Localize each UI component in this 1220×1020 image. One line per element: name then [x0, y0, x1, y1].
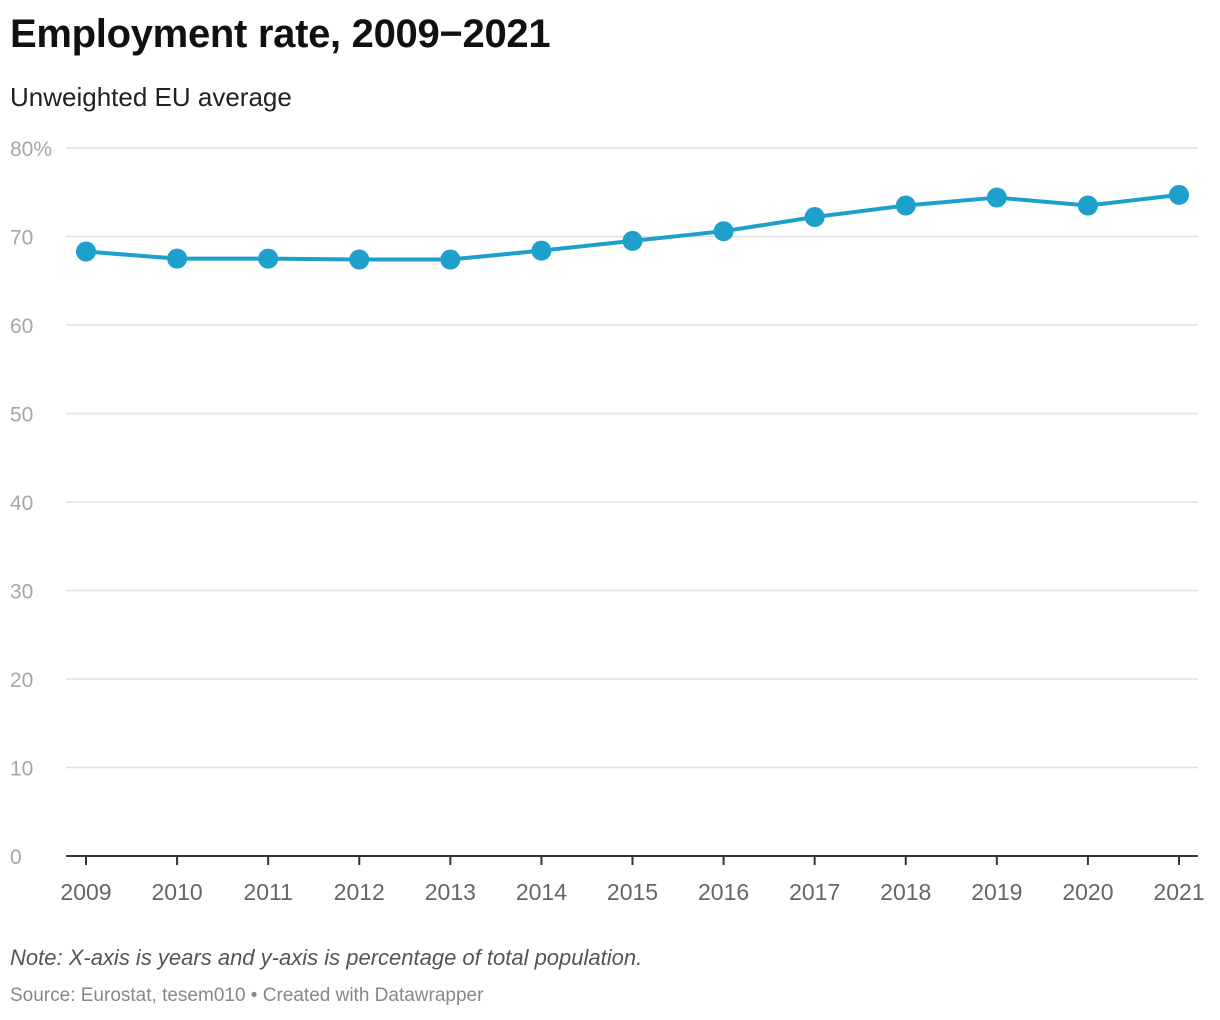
x-tick-label-2017: 2017: [789, 879, 840, 905]
x-tick-label-2021: 2021: [1153, 879, 1204, 905]
x-tick-label-2016: 2016: [698, 879, 749, 905]
data-point-2019: [986, 187, 1007, 208]
data-point-2016: [713, 221, 734, 242]
y-tick-label-30: 30: [10, 581, 33, 604]
data-point-2018: [895, 195, 916, 216]
data-point-2017: [804, 207, 825, 228]
credit-text: Created with Datawrapper: [262, 985, 484, 1006]
x-tick-label-2013: 2013: [425, 879, 476, 905]
y-tick-label-60: 60: [10, 315, 33, 338]
y-tick-labels: 0 10 20 30 40 50 60 70 80%: [10, 138, 52, 869]
source-text: Source: Eurostat, tesem010: [10, 985, 246, 1006]
x-tick-label-2009: 2009: [60, 879, 111, 905]
data-point-2013: [440, 249, 461, 270]
y-tick-label-40: 40: [10, 492, 33, 515]
data-point-2011: [258, 248, 279, 269]
y-tick-label-80: 80%: [10, 138, 52, 161]
data-point-2012: [349, 249, 370, 270]
data-point-2015: [622, 230, 643, 251]
x-tick-label-2011: 2011: [243, 879, 292, 905]
data-point-2010: [167, 248, 188, 269]
data-point-2020: [1077, 195, 1098, 216]
series: [76, 184, 1189, 270]
y-tick-label-20: 20: [10, 669, 33, 692]
y-tick-label-10: 10: [10, 758, 33, 781]
chart-note: Note: X-axis is years and y-axis is perc…: [10, 945, 643, 970]
data-point-2009: [76, 241, 96, 262]
x-axis: 2009 2010 2011 2012 2013 2014 2015 2016 2017 2018…: [60, 855, 1205, 905]
x-tick-label-2015: 2015: [607, 879, 658, 905]
source-line: Source: Eurostat, tesem010 • Created wit…: [10, 985, 483, 1007]
x-tick-label-2020: 2020: [1062, 879, 1113, 905]
y-tick-label-50: 50: [10, 404, 33, 427]
x-tick-label-2010: 2010: [151, 879, 202, 905]
data-point-2014: [531, 240, 552, 261]
y-tick-label-0: 0: [10, 846, 22, 869]
chart-subtitle: Unweighted EU average: [10, 82, 292, 112]
x-tick-label-2014: 2014: [516, 879, 567, 905]
x-tick-label-2012: 2012: [334, 879, 385, 905]
x-tick-label-2019: 2019: [971, 879, 1022, 905]
source-separator: •: [245, 985, 263, 1006]
data-point-2021: [1169, 184, 1189, 205]
chart-title: Employment rate, 2009−2021: [10, 12, 551, 56]
x-tick-label-2018: 2018: [880, 879, 931, 905]
y-tick-label-70: 70: [10, 227, 33, 250]
